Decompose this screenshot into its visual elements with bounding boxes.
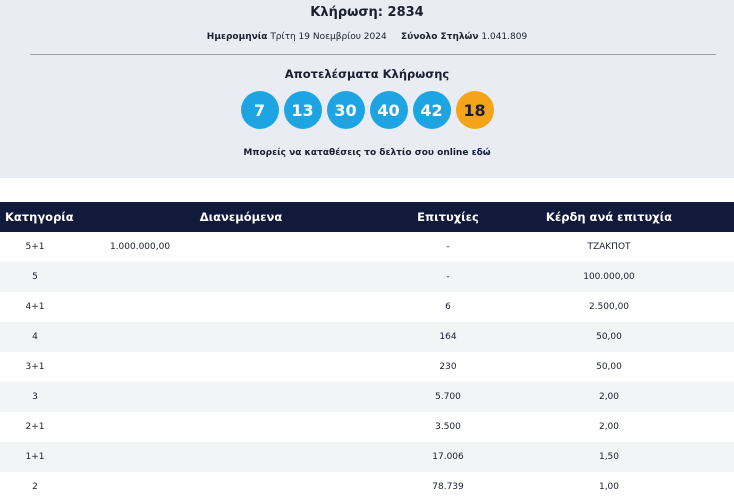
table-cell: 3+1: [25, 362, 45, 372]
prize-table: Κατηγορία Διανεμόμενα Επιτυχίες Κέρδη ανά ε…: [0, 202, 734, 502]
table-cell: 78.739: [432, 482, 464, 492]
number-ball: 30: [326, 91, 365, 129]
column-header: Κατηγορία: [5, 210, 74, 224]
note: Μπορείς να καταθέσεις το δελτίο σου onli…: [0, 148, 734, 158]
table-cell: 2+1: [25, 422, 45, 432]
column-header: Κέρδη ανά επιτυχία: [545, 210, 673, 224]
table-cell: 1,50: [598, 452, 620, 462]
results-title: Αποτελέσματα Κλήρωσης: [284, 67, 450, 81]
number-ball: 40: [369, 91, 408, 129]
table-cell: 100.000,00: [583, 272, 635, 282]
table-row: 3 5.700 2,00: [0, 382, 734, 412]
table-cell: 2,00: [598, 422, 620, 432]
table-cell: 230: [439, 362, 457, 372]
draw-info: Ημερομηνία Τρίτη 19 Νοεμβρίου 2024 Σύνολ…: [0, 32, 734, 42]
balls: 7 13 30 40 42 18: [0, 91, 734, 129]
table-cell: 1.000.000,00: [70, 242, 412, 252]
table-cell: 2.500,00: [588, 302, 630, 312]
table-cell: 5: [32, 272, 38, 282]
table-header: Κατηγορία Διανεμόμενα Επιτυχίες Κέρδη ανά ε…: [0, 202, 734, 232]
table-cell: 6: [445, 302, 451, 312]
table-row: 2+1 3.500 2,00: [0, 412, 734, 442]
table-row: 1+1 17.006 1,50: [0, 442, 734, 472]
table-cell: ΤΖΑΚΠΟΤ: [587, 242, 631, 252]
draw-title: Κλήρωση: 2834: [310, 5, 424, 20]
table-cell: 2,00: [598, 392, 620, 402]
table-row: 2 78.739 1,00: [0, 472, 734, 502]
table-cell: 50,00: [596, 362, 622, 372]
table-cell: -: [446, 242, 450, 252]
distributed: 1.000.000,00: [109, 242, 171, 252]
table-cell: 1,00: [598, 482, 620, 492]
number-ball: 7: [240, 91, 279, 129]
table-cell: 5+1: [25, 242, 45, 252]
joker-ball: 18: [455, 91, 494, 129]
columns-total: 1.041.809: [481, 32, 528, 42]
note-text: Μπορείς να καταθέσεις το δελτίο σου onli…: [243, 148, 469, 158]
results-panel: Κλήρωση: 2834 Ημερομηνία Τρίτη 19 Νοεμβρ…: [0, 0, 734, 178]
table-cell: 3: [32, 392, 38, 402]
date-label: Ημερομηνία: [206, 32, 268, 42]
divider: [30, 54, 716, 55]
date: Τρίτη 19 Νοεμβρίου 2024: [270, 32, 387, 42]
number-ball: 42: [412, 91, 451, 129]
table-cell: 50,00: [596, 332, 622, 342]
table-row: 5+1 1.000.000,00 - ΤΖΑΚΠΟΤ: [0, 232, 734, 262]
table-cell: 5.700: [435, 392, 461, 402]
columns-label: Σύνολο Στηλών: [401, 32, 479, 42]
table-row: 5 - 100.000,00: [0, 262, 734, 292]
table-row: 4 164 50,00: [0, 322, 734, 352]
column-header: Διανεμόμενα: [199, 210, 283, 224]
table-cell: -: [446, 272, 450, 282]
table-row: 3+1 230 50,00: [0, 352, 734, 382]
table-cell: 164: [439, 332, 457, 342]
column-header: Επιτυχίες: [417, 210, 479, 224]
table-cell: 3.500: [435, 422, 461, 432]
table-row: 4+1 6 2.500,00: [0, 292, 734, 322]
online-link[interactable]: εδώ: [471, 148, 491, 158]
number-ball: 13: [283, 91, 322, 129]
table-cell: 4: [32, 332, 38, 342]
table-cell: 2: [32, 482, 38, 492]
table-cell: 17.006: [432, 452, 464, 462]
table-cell: 4+1: [25, 302, 45, 312]
table-cell: 1+1: [25, 452, 45, 462]
